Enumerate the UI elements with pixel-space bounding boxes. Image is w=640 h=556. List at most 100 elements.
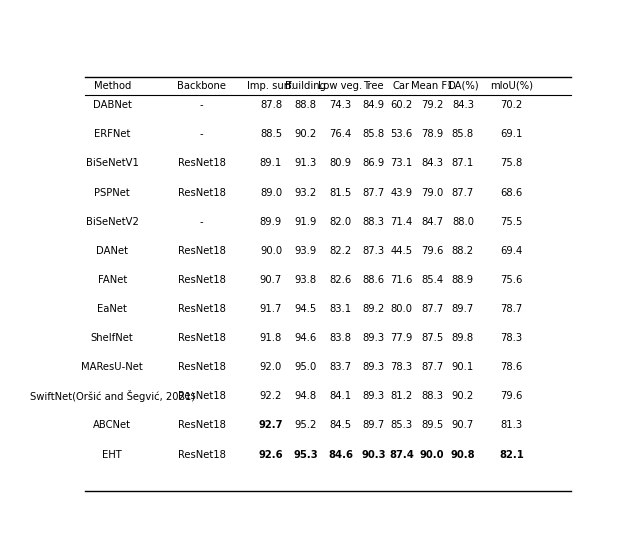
Text: 89.1: 89.1 — [260, 158, 282, 168]
Text: 71.6: 71.6 — [390, 275, 413, 285]
Text: 88.6: 88.6 — [363, 275, 385, 285]
Text: 85.8: 85.8 — [452, 130, 474, 140]
Text: OA(%): OA(%) — [447, 81, 479, 91]
Text: 89.9: 89.9 — [260, 217, 282, 227]
Text: Tree: Tree — [364, 81, 384, 91]
Text: 92.6: 92.6 — [259, 450, 284, 460]
Text: Building: Building — [285, 81, 326, 91]
Text: 85.8: 85.8 — [363, 130, 385, 140]
Text: 81.2: 81.2 — [390, 391, 413, 401]
Text: 89.5: 89.5 — [421, 420, 444, 430]
Text: 85.4: 85.4 — [421, 275, 444, 285]
Text: 87.7: 87.7 — [421, 304, 444, 314]
Text: 91.7: 91.7 — [260, 304, 282, 314]
Text: 92.0: 92.0 — [260, 363, 282, 373]
Text: ResNet18: ResNet18 — [177, 158, 225, 168]
Text: 89.7: 89.7 — [452, 304, 474, 314]
Text: Low veg.: Low veg. — [318, 81, 362, 91]
Text: BiSeNetV1: BiSeNetV1 — [86, 158, 139, 168]
Text: 90.0: 90.0 — [260, 246, 282, 256]
Text: 68.6: 68.6 — [500, 187, 523, 197]
Text: 76.4: 76.4 — [329, 130, 351, 140]
Text: 89.3: 89.3 — [363, 363, 385, 373]
Text: 88.2: 88.2 — [452, 246, 474, 256]
Text: 79.2: 79.2 — [421, 100, 444, 110]
Text: 78.7: 78.7 — [500, 304, 523, 314]
Text: 77.9: 77.9 — [390, 333, 413, 343]
Text: ABCNet: ABCNet — [93, 420, 131, 430]
Text: MAResU-Net: MAResU-Net — [81, 363, 143, 373]
Text: BiSeNetV2: BiSeNetV2 — [86, 217, 139, 227]
Text: 88.0: 88.0 — [452, 217, 474, 227]
Text: 87.7: 87.7 — [362, 187, 385, 197]
Text: 88.5: 88.5 — [260, 130, 282, 140]
Text: ResNet18: ResNet18 — [177, 450, 225, 460]
Text: 95.2: 95.2 — [294, 420, 317, 430]
Text: 82.2: 82.2 — [329, 246, 351, 256]
Text: 94.6: 94.6 — [294, 333, 317, 343]
Text: 69.1: 69.1 — [500, 130, 523, 140]
Text: 83.8: 83.8 — [330, 333, 351, 343]
Text: 95.3: 95.3 — [293, 450, 318, 460]
Text: 90.7: 90.7 — [260, 275, 282, 285]
Text: 71.4: 71.4 — [390, 217, 413, 227]
Text: ResNet18: ResNet18 — [177, 187, 225, 197]
Text: EHT: EHT — [102, 450, 122, 460]
Text: 80.9: 80.9 — [330, 158, 351, 168]
Text: 82.1: 82.1 — [499, 450, 524, 460]
Text: ResNet18: ResNet18 — [177, 246, 225, 256]
Text: 75.6: 75.6 — [500, 275, 523, 285]
Text: ResNet18: ResNet18 — [177, 420, 225, 430]
Text: 92.2: 92.2 — [260, 391, 282, 401]
Text: 84.9: 84.9 — [363, 100, 385, 110]
Text: 84.6: 84.6 — [328, 450, 353, 460]
Text: 84.1: 84.1 — [330, 391, 351, 401]
Text: 84.3: 84.3 — [452, 100, 474, 110]
Text: 89.7: 89.7 — [362, 420, 385, 430]
Text: 83.7: 83.7 — [330, 363, 351, 373]
Text: ShelfNet: ShelfNet — [91, 333, 134, 343]
Text: 83.1: 83.1 — [330, 304, 351, 314]
Text: 60.2: 60.2 — [390, 100, 413, 110]
Text: 79.6: 79.6 — [500, 391, 523, 401]
Text: 87.7: 87.7 — [421, 363, 444, 373]
Text: 89.2: 89.2 — [362, 304, 385, 314]
Text: PSPNet: PSPNet — [94, 187, 130, 197]
Text: 81.3: 81.3 — [500, 420, 523, 430]
Text: 87.3: 87.3 — [363, 246, 385, 256]
Text: 93.2: 93.2 — [294, 187, 317, 197]
Text: 80.0: 80.0 — [390, 304, 412, 314]
Text: 87.1: 87.1 — [452, 158, 474, 168]
Text: 78.3: 78.3 — [500, 333, 523, 343]
Text: ERFNet: ERFNet — [94, 130, 131, 140]
Text: ResNet18: ResNet18 — [177, 363, 225, 373]
Text: 87.4: 87.4 — [389, 450, 414, 460]
Text: 87.5: 87.5 — [421, 333, 444, 343]
Text: 79.6: 79.6 — [421, 246, 444, 256]
Text: Mean F1: Mean F1 — [411, 81, 453, 91]
Text: Imp. surf.: Imp. surf. — [248, 81, 294, 91]
Text: 85.3: 85.3 — [390, 420, 412, 430]
Text: EaNet: EaNet — [97, 304, 127, 314]
Text: SwiftNet(Oršić and Šegvić, 2021): SwiftNet(Oršić and Šegvić, 2021) — [29, 390, 195, 403]
Text: 95.0: 95.0 — [294, 363, 317, 373]
Text: 78.3: 78.3 — [390, 363, 412, 373]
Text: 53.6: 53.6 — [390, 130, 413, 140]
Text: 89.0: 89.0 — [260, 187, 282, 197]
Text: 91.8: 91.8 — [260, 333, 282, 343]
Text: 78.9: 78.9 — [421, 130, 444, 140]
Text: 75.5: 75.5 — [500, 217, 523, 227]
Text: 79.0: 79.0 — [421, 187, 444, 197]
Text: -: - — [200, 130, 204, 140]
Text: DABNet: DABNet — [93, 100, 132, 110]
Text: 87.8: 87.8 — [260, 100, 282, 110]
Text: DANet: DANet — [96, 246, 128, 256]
Text: ResNet18: ResNet18 — [177, 304, 225, 314]
Text: 87.7: 87.7 — [452, 187, 474, 197]
Text: 90.2: 90.2 — [294, 130, 317, 140]
Text: 90.8: 90.8 — [451, 450, 476, 460]
Text: 88.8: 88.8 — [294, 100, 317, 110]
Text: 84.7: 84.7 — [421, 217, 444, 227]
Text: 89.3: 89.3 — [363, 391, 385, 401]
Text: 92.7: 92.7 — [259, 420, 284, 430]
